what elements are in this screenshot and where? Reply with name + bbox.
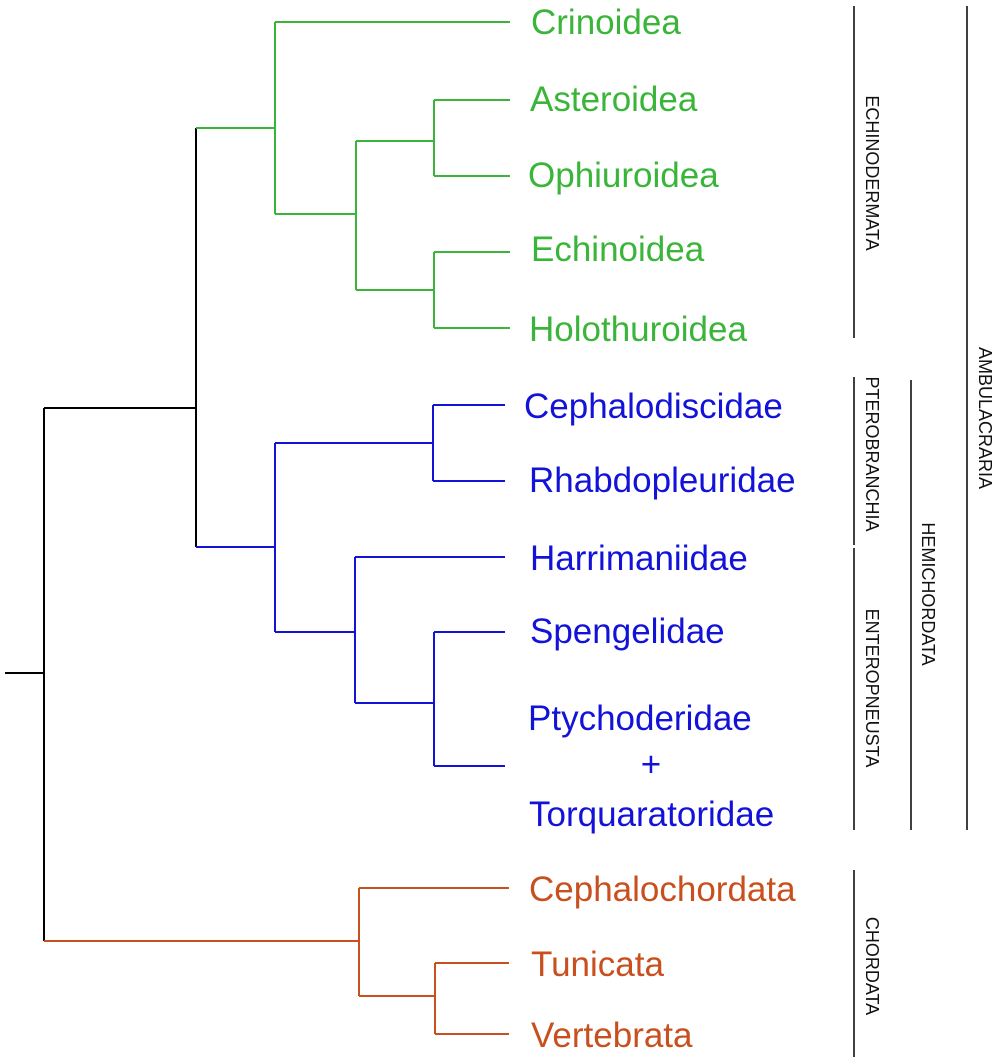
taxon-torquaratoridae: Torquaratoridae <box>529 795 774 834</box>
taxon-spengelidae: Spengelidae <box>530 612 725 651</box>
taxon-ophiuroidea: Ophiuroidea <box>528 156 719 195</box>
clade-label-enteropneusta: ENTEROPNEUSTA <box>862 609 882 768</box>
taxon-echinoidea: Echinoidea <box>531 230 705 269</box>
taxon-ptychoderidae: Ptychoderidae <box>528 699 752 738</box>
taxon-asteroidea: Asteroidea <box>530 80 698 119</box>
clade-label-hemichordata: HEMICHORDATA <box>918 522 938 665</box>
hemichordata-branches <box>196 404 505 767</box>
taxon-holothuroidea: Holothuroidea <box>529 310 747 349</box>
taxon-crinoidea: Crinoidea <box>531 3 681 42</box>
taxon-tunicata: Tunicata <box>531 945 664 984</box>
taxon-plus: + <box>641 745 661 784</box>
taxon-rhabdopleuridae: Rhabdopleuridae <box>529 461 796 500</box>
root-branches <box>5 128 197 941</box>
taxon-cephalochordata: Cephalochordata <box>529 870 796 909</box>
taxon-harrimaniidae: Harrimaniidae <box>530 539 748 578</box>
clade-label-echinodermata: ECHINODERMATA <box>862 95 882 250</box>
taxon-vertebrata: Vertebrata <box>531 1016 693 1055</box>
clade-label-chordata: CHORDATA <box>862 917 882 1015</box>
clade-brackets <box>853 6 968 1057</box>
chordata-branches <box>44 887 509 1035</box>
clade-label-pterobranchia: PTEROBRANCHIA <box>862 376 882 531</box>
clade-label-ambulacraria: AMBULACRARIA <box>975 347 995 489</box>
echinodermata-branches <box>196 21 510 329</box>
taxon-cephalodiscidae: Cephalodiscidae <box>524 387 783 426</box>
